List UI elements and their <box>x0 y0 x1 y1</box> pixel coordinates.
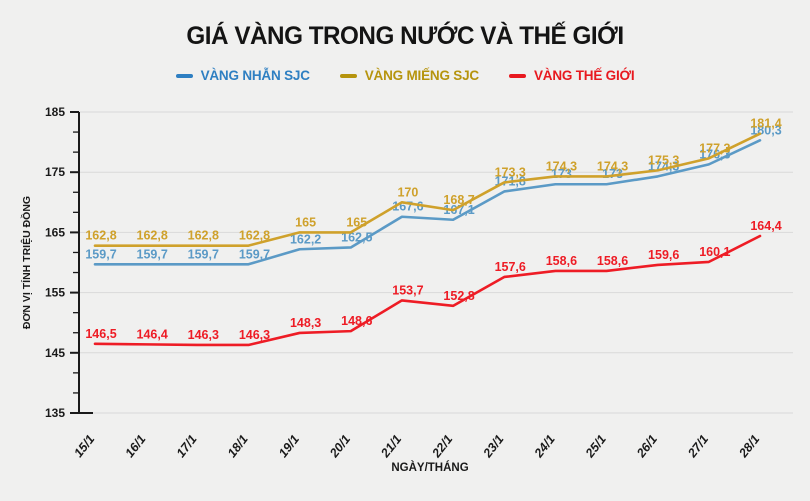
x-tick-label: 15/1 <box>71 432 97 460</box>
legend-marker-vang-mieng <box>339 73 357 78</box>
x-tick-label: 19/1 <box>276 432 302 460</box>
legend-label-vang-mieng: VÀNG MIẾNG SJC <box>364 68 479 83</box>
data-label: 146,5 <box>85 327 116 341</box>
data-label: 174,3 <box>597 159 628 173</box>
data-label: 173,3 <box>495 165 526 179</box>
data-label: 162,8 <box>188 229 219 243</box>
series-line-2 <box>93 132 762 247</box>
data-label: 162,8 <box>137 229 168 243</box>
x-tick-label: 23/1 <box>480 432 507 461</box>
x-tick-label: 26/1 <box>633 432 660 461</box>
data-label: 146,3 <box>188 328 219 342</box>
legend-marker-vang-nhan <box>175 73 193 78</box>
x-tick-label: 22/1 <box>429 432 456 461</box>
data-label: 162,8 <box>239 229 270 243</box>
data-label: 146,4 <box>137 327 168 341</box>
y-tick-label: 135 <box>45 406 65 420</box>
data-label: 162,8 <box>85 229 116 243</box>
x-tick-label: 20/1 <box>326 432 353 461</box>
series-line-1 <box>93 138 762 266</box>
data-label: 158,6 <box>546 254 577 268</box>
data-label: 175,3 <box>648 153 679 167</box>
data-label: 159,7 <box>137 247 168 261</box>
data-label: 162,5 <box>341 230 372 244</box>
data-label: 165 <box>295 215 316 229</box>
y-tick-label: 175 <box>45 165 65 179</box>
data-label: 167,6 <box>392 200 423 214</box>
legend-item-vang-the-gioi: VÀNG THẾ GIỚI <box>508 68 635 83</box>
legend-label-vang-the-gioi: VÀNG THẾ GIỚI <box>533 68 635 83</box>
x-tick-label: 24/1 <box>531 432 558 461</box>
y-tick-label: 165 <box>45 225 65 239</box>
data-label: 146,3 <box>239 328 270 342</box>
y-tick-label: 145 <box>45 346 65 360</box>
data-label: 174,3 <box>546 159 577 173</box>
data-label: 170 <box>397 185 418 199</box>
x-tick-label: 17/1 <box>174 432 200 460</box>
y-tick-label: 155 <box>45 286 65 300</box>
series-line-3 <box>93 234 762 347</box>
data-label: 159,6 <box>648 248 679 262</box>
data-label: 173 <box>602 167 623 181</box>
data-label: 181,4 <box>750 117 781 131</box>
data-label: 168,7 <box>443 193 474 207</box>
data-label: 173 <box>551 167 572 181</box>
data-label: 153,7 <box>392 283 423 297</box>
data-label: 152,8 <box>443 289 474 303</box>
data-label: 158,6 <box>597 254 628 268</box>
x-axis-title: NGÀY/THÁNG <box>391 461 468 474</box>
y-axis-title: ĐƠN VỊ TÍNH TRIỆU ĐỒNG <box>20 196 33 329</box>
data-label: 162,2 <box>290 232 321 246</box>
data-label: 157,6 <box>495 260 526 274</box>
data-label: 167,1 <box>443 203 474 217</box>
data-label: 160,1 <box>699 245 730 259</box>
data-label: 177,3 <box>699 141 730 155</box>
data-label: 148,3 <box>290 316 321 330</box>
legend-item-vang-nhan-sjc: VÀNG NHẪN SJC <box>175 68 310 83</box>
data-label: 159,7 <box>188 247 219 261</box>
x-tick-label: 21/1 <box>378 432 405 461</box>
data-label: 148,6 <box>341 314 372 328</box>
x-tick-label: 25/1 <box>582 432 609 461</box>
x-tick-label: 27/1 <box>685 432 712 461</box>
legend: VÀNG NHẪN SJC VÀNG MIẾNG SJC VÀNG THẾ GI… <box>0 68 810 83</box>
legend-label-vang-nhan: VÀNG NHẪN SJC <box>200 68 310 83</box>
data-label: 159,7 <box>85 247 116 261</box>
x-tick-label: 16/1 <box>122 432 148 460</box>
data-label: 159,7 <box>239 247 270 261</box>
x-tick-label: 28/1 <box>736 432 763 461</box>
page-title: GIÁ VÀNG TRONG NƯỚC VÀ THẾ GIỚI <box>186 22 624 50</box>
legend-marker-vang-the-gioi <box>508 73 526 78</box>
x-tick-label: 18/1 <box>225 432 251 460</box>
data-label: 164,4 <box>750 219 781 233</box>
legend-item-vang-mieng-sjc: VÀNG MIẾNG SJC <box>339 68 479 83</box>
y-tick-label: 185 <box>45 105 65 119</box>
data-label: 165 <box>346 215 367 229</box>
